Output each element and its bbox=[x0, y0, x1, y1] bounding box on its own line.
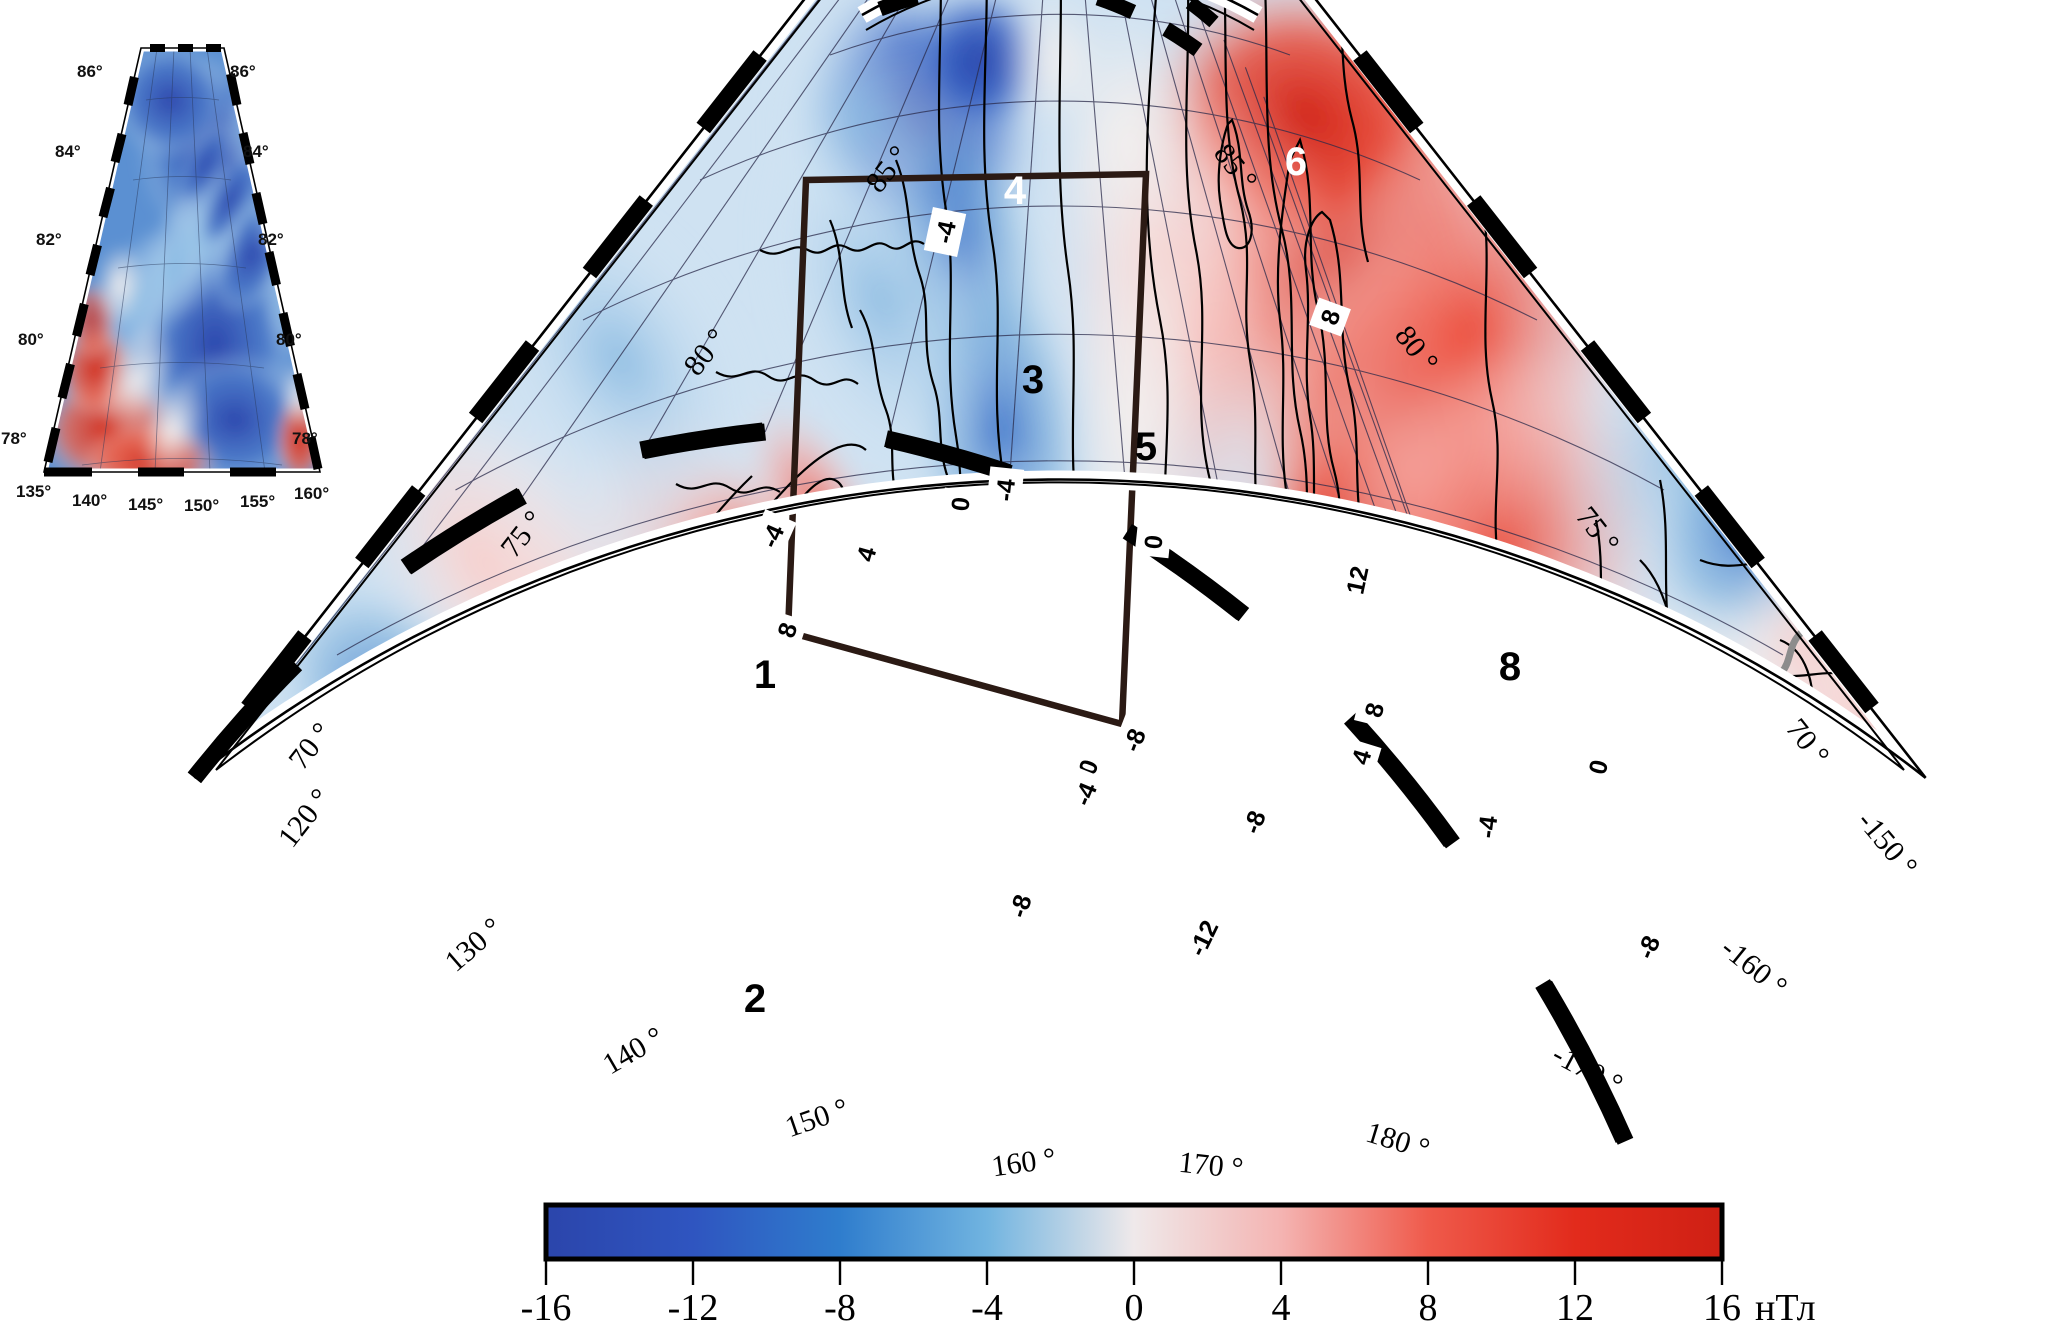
contour-label: 12 bbox=[1335, 554, 1379, 606]
study-area-polygon bbox=[784, 170, 1150, 729]
contour-label-value: 0 bbox=[1139, 534, 1168, 551]
contour-label-value: 0 bbox=[946, 496, 975, 513]
colorbar-tick-label-3: -4 bbox=[971, 1287, 1003, 1323]
colorbar-group: -16 -12 -8 -4 0 4 8 12 16 нТл bbox=[521, 1202, 1816, 1323]
contour-label-box bbox=[985, 466, 1025, 514]
contour-label-box bbox=[1174, 904, 1232, 972]
region-label-2: 2 bbox=[744, 977, 766, 1021]
contour-label-box bbox=[1309, 297, 1351, 337]
contour-label-value: 0 bbox=[1584, 757, 1615, 777]
colorbar-tick-label-0: -16 bbox=[521, 1287, 572, 1323]
colorbar-gradient bbox=[546, 1205, 1722, 1259]
contour-label: 0 bbox=[941, 487, 979, 521]
contour-label: 8 bbox=[766, 610, 808, 650]
colorbar-unit-label: нТл bbox=[1755, 1287, 1816, 1323]
contour-label: 4 bbox=[845, 535, 887, 573]
contour-label-box bbox=[845, 535, 887, 573]
region-label-7: 7 bbox=[1319, 547, 1341, 591]
region-labels: 1 2 3 4 5 6 7 8 bbox=[744, 140, 1521, 1021]
contour-label-value: 8 bbox=[1360, 700, 1391, 720]
region-label-4: 4 bbox=[1004, 169, 1027, 213]
inset-lat-label-right-78: 78° bbox=[292, 429, 318, 448]
contour-label-box bbox=[1467, 803, 1507, 851]
region-label-8: 8 bbox=[1499, 645, 1521, 689]
frame-ticks-left bbox=[241, 50, 767, 714]
inset-lon-label-135: 135° bbox=[16, 482, 51, 501]
colorbar-tick-label-5: 4 bbox=[1272, 1287, 1291, 1323]
contour-label-box bbox=[997, 879, 1043, 933]
colorbar-ticks bbox=[544, 1259, 1724, 1285]
inset-lat-label-right-80: 80° bbox=[276, 330, 302, 349]
contour-label: -4 bbox=[747, 508, 797, 564]
contour-label: 8 bbox=[1353, 691, 1395, 729]
inset-lat-label-left-82: 82° bbox=[36, 230, 62, 249]
region-label-5: 5 bbox=[1135, 425, 1157, 469]
inset-lon-label-140: 140° bbox=[72, 491, 107, 510]
contour-label: -4 bbox=[1467, 803, 1507, 851]
contour-label: 8 bbox=[1309, 297, 1351, 337]
contour-label: -4 bbox=[1060, 767, 1110, 821]
contour-label-value: -4 bbox=[1473, 814, 1504, 840]
contour-label: -4 bbox=[985, 466, 1025, 514]
colorbar-tick-labels: -16 -12 -8 -4 0 4 8 12 16 bbox=[521, 1287, 1741, 1323]
frame-ticks-right bbox=[1353, 50, 1879, 714]
inset-lat-label-left-80: 80° bbox=[18, 330, 44, 349]
inset-lat-label-right-84: 84° bbox=[243, 142, 269, 161]
inset-lat-label-left-84: 84° bbox=[55, 142, 81, 161]
contour-label-value: -4 bbox=[991, 477, 1021, 502]
contour-label: -4 bbox=[923, 206, 967, 258]
frame-ticks-top-arc bbox=[1185, 0, 1219, 28]
contour-label: -8 bbox=[1623, 920, 1673, 974]
region-label-3: 3 bbox=[1022, 358, 1044, 402]
inset-lon-label-160: 160° bbox=[294, 484, 329, 503]
inset-lon-label-150: 150° bbox=[184, 496, 219, 515]
inset-frame bbox=[39, 44, 325, 477]
contour-label-box bbox=[1060, 767, 1110, 821]
contour-label-box bbox=[941, 487, 979, 521]
region-label-1: 1 bbox=[754, 653, 776, 697]
colorbar-tick-label-8: 16 bbox=[1703, 1287, 1741, 1323]
contour-label: 0 bbox=[1134, 525, 1172, 559]
contour-label: -8 bbox=[997, 879, 1043, 933]
colorbar-tick-label-7: 12 bbox=[1556, 1287, 1594, 1323]
frame-ticks-bottom-arc bbox=[187, 422, 1632, 1143]
frame-ticks-top-visible bbox=[877, 0, 1203, 57]
inset-lat-label-left-78: 78° bbox=[1, 429, 27, 448]
contour-label: 4 bbox=[1340, 738, 1382, 776]
contour-label-box bbox=[1623, 920, 1673, 974]
region-label-6: 6 bbox=[1285, 140, 1307, 184]
contour-label-box bbox=[1577, 748, 1619, 786]
inset-lat-label-right-86: 86° bbox=[230, 62, 256, 81]
inset-latitude-labels: 86° 84° 82° 80° 78° 86° 84° 82° 80° 78° bbox=[1, 62, 318, 448]
contour-label: 0 bbox=[1577, 748, 1619, 786]
colorbar-tick-label-4: 0 bbox=[1125, 1287, 1144, 1323]
colorbar-tick-label-1: -12 bbox=[668, 1287, 719, 1323]
contour-label-value: 12 bbox=[1341, 564, 1374, 597]
lon-label-170: 170 ° bbox=[1177, 1146, 1245, 1186]
contour-label-box bbox=[1335, 554, 1379, 606]
contour-label-box bbox=[747, 508, 797, 564]
contour-label: -8 bbox=[1110, 713, 1158, 767]
inset-lat-label-right-82: 82° bbox=[258, 230, 284, 249]
contour-label-box bbox=[1230, 795, 1278, 849]
contour-label-box bbox=[923, 206, 967, 258]
colorbar-tick-label-2: -8 bbox=[824, 1287, 856, 1323]
contour-label: -8 bbox=[1230, 795, 1278, 849]
contour-label-box bbox=[1134, 525, 1172, 559]
contour-label-box bbox=[1353, 691, 1395, 729]
inset-lon-label-155: 155° bbox=[240, 492, 275, 511]
contour-label-box bbox=[766, 610, 808, 650]
inset-lon-label-145: 145° bbox=[128, 495, 163, 514]
inset-longitude-labels: 135° 140° 145° 150° 155° 160° bbox=[16, 482, 329, 515]
inset-lat-label-left-86: 86° bbox=[77, 62, 103, 81]
colorbar-tick-label-6: 8 bbox=[1419, 1287, 1438, 1323]
contour-label-box bbox=[1340, 738, 1382, 776]
contour-label-box bbox=[1110, 713, 1158, 767]
